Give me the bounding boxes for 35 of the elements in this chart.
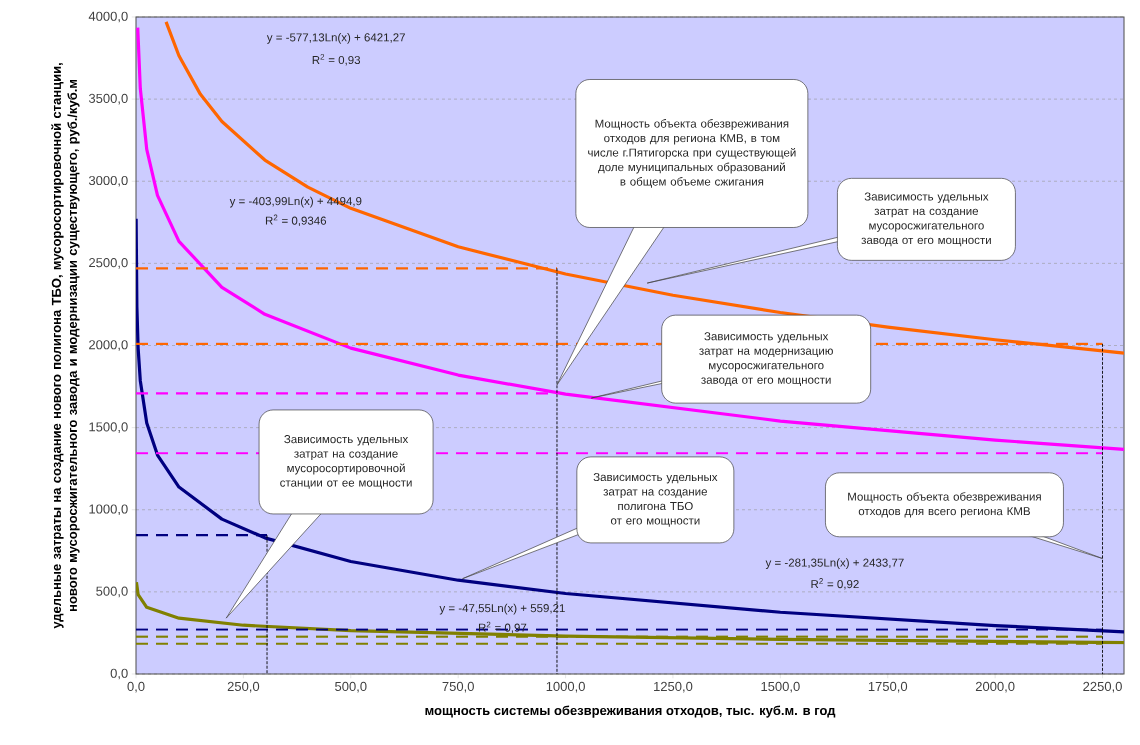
- x-tick-label: 750,0: [442, 681, 474, 693]
- y-tick-label: 2500,0: [89, 258, 128, 269]
- y-tick-label: 500,0: [96, 586, 128, 598]
- x-tick-label: 2250,0: [1083, 681, 1122, 693]
- annotation: y = -47,55Ln(x) + 559,21: [439, 603, 565, 615]
- line-series: [136, 580, 1125, 645]
- y-tick-label: 3500,0: [88, 93, 128, 105]
- x-tick-label: 2000,0: [975, 681, 1015, 693]
- annotation: Зависимость удельных затрат на создание мусоросжигательного завода от его мощности: [861, 192, 991, 247]
- annotation: R$^{2}$ = 0,93: [312, 53, 361, 66]
- y-tick-label: 3000,0: [88, 175, 128, 187]
- y-tick-label: 0,0: [110, 668, 128, 680]
- x-tick-label: 500,0: [335, 681, 367, 693]
- x-tick-label: 1500,0: [761, 681, 800, 693]
- x-tick-label: 1000,0: [546, 681, 585, 693]
- y-tick-label: 1000,0: [89, 504, 128, 516]
- x-tick-label: 1250,0: [654, 681, 693, 693]
- annotation: R$^{2}$ = 0,92: [811, 578, 859, 590]
- x-tick-label: 0,0: [127, 681, 145, 693]
- y-tick-label: 1500,0: [89, 422, 128, 433]
- annotation: y = -281,35Ln(x) + 2433,77: [765, 558, 904, 569]
- annotation: Зависимость удельных затрат на создание полигона ТБО от его мощности: [593, 473, 718, 527]
- annotation: Мощность объекта обезвреживания отходов для региона КМВ, в том числе г.Пятигорска при существующей доле муниципальных образований в общем объеме сжигания: [588, 119, 796, 188]
- annotation: Мощность объекта обезвреживания отходов для всего региона КМВ: [848, 492, 1041, 518]
- x-tick-label: 1750,0: [868, 681, 908, 693]
- x-tick-label: 250,0: [227, 681, 260, 693]
- x-axis-title: мощность системы обезвреживания отходов, тыс. куб.м. в год: [425, 705, 836, 718]
- line-series: [136, 26, 1125, 451]
- y-axis-title: удельные затраты на создание нового полигона ТБО, мусоросортировочной станции, нового мусоросжигательного завода и модернизации существующего, руб./куб.м: [51, 63, 80, 629]
- annotation: R$^{2}$ = 0,9346: [265, 214, 327, 227]
- annotation: y = -577,13Ln(x) + 6421,27: [266, 33, 405, 44]
- annotation: Зависимость удельных затрат на модернизацию мусоросжигательного завода от его мощности: [699, 332, 833, 387]
- annotation: Зависимость удельных затрат на создание мусоросортировочной станции от ее мощности: [280, 435, 412, 489]
- y-tick-label: 4000,0: [88, 11, 128, 23]
- y-tick-label: 2000,0: [89, 340, 128, 351]
